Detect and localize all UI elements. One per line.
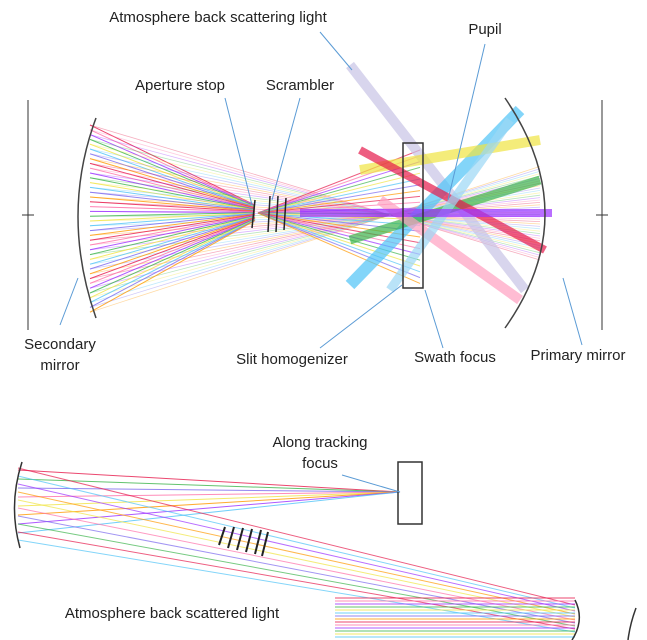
ray <box>18 492 575 614</box>
ray <box>90 219 255 297</box>
secondary-mirror <box>78 118 96 318</box>
label: Scrambler <box>266 77 334 94</box>
ray <box>18 508 575 620</box>
label: Atmosphere back scattering light <box>109 9 327 26</box>
optical-diagram: Atmosphere back scattering light Pupil A… <box>0 0 647 640</box>
label: mirror <box>40 357 79 374</box>
label: Atmosphere back scattered light <box>65 605 280 622</box>
ray <box>90 217 255 273</box>
mirror <box>14 462 22 548</box>
label: Pupil <box>468 21 501 38</box>
label: Primary mirror <box>531 347 626 364</box>
mirror <box>628 608 636 640</box>
label: focus <box>302 455 338 472</box>
label: Secondary <box>24 336 96 353</box>
label: Along tracking <box>272 434 367 451</box>
label: Slit homogenizer <box>236 351 348 368</box>
focus-box <box>398 462 422 524</box>
ray <box>18 500 575 617</box>
label: Swath focus <box>414 349 496 366</box>
ray <box>90 166 540 312</box>
label: Aperture stop <box>135 77 225 94</box>
